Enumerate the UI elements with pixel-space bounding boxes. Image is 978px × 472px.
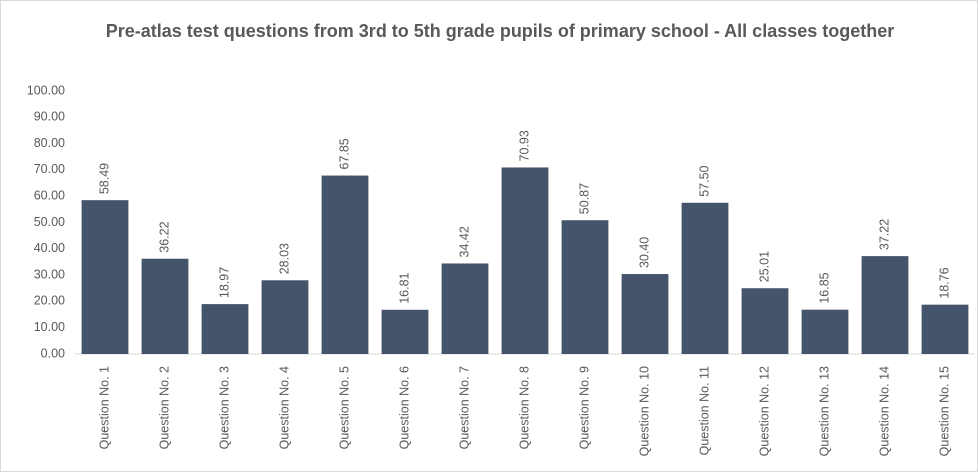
chart-title: Pre-atlas test questions from 3rd to 5th… bbox=[105, 21, 895, 41]
bar bbox=[921, 304, 969, 354]
y-tick-label: 30.00 bbox=[34, 267, 65, 281]
y-tick-label: 0.00 bbox=[41, 346, 65, 360]
x-tick-label: Question No. 14 bbox=[877, 366, 891, 456]
bar bbox=[741, 288, 789, 354]
y-tick-label: 50.00 bbox=[34, 215, 65, 229]
bar bbox=[501, 167, 549, 354]
data-label: 36.22 bbox=[157, 221, 171, 252]
bar bbox=[81, 200, 129, 354]
x-tick-label: Question No. 6 bbox=[397, 366, 411, 449]
data-label: 16.85 bbox=[817, 272, 831, 303]
bar bbox=[141, 258, 189, 354]
x-tick-label: Question No. 15 bbox=[937, 366, 951, 456]
y-tick-label: 70.00 bbox=[34, 162, 65, 176]
data-label: 18.97 bbox=[217, 267, 231, 298]
x-tick-label: Question No. 13 bbox=[817, 366, 831, 456]
data-label: 16.81 bbox=[397, 272, 411, 303]
x-tick-label: Question No. 4 bbox=[277, 366, 291, 449]
x-tick-label: Question No. 3 bbox=[217, 366, 231, 449]
bar bbox=[561, 220, 609, 354]
x-tick-label: Question No. 11 bbox=[697, 366, 711, 455]
y-tick-label: 40.00 bbox=[34, 241, 65, 255]
y-tick-label: 10.00 bbox=[34, 320, 65, 334]
x-tick-label: Question No. 5 bbox=[337, 366, 351, 449]
data-label: 25.01 bbox=[757, 251, 771, 282]
bar bbox=[681, 202, 729, 354]
data-label: 37.22 bbox=[877, 219, 891, 250]
x-tick-label: Question No. 8 bbox=[517, 366, 531, 449]
y-tick-label: 80.00 bbox=[34, 136, 65, 150]
x-tick-label: Question No. 12 bbox=[757, 366, 771, 456]
bar bbox=[201, 304, 249, 354]
y-tick-label: 20.00 bbox=[34, 294, 65, 308]
bar bbox=[261, 280, 309, 354]
data-label: 58.49 bbox=[97, 163, 111, 194]
bar bbox=[441, 263, 489, 354]
bar bbox=[621, 274, 669, 354]
x-tick-label: Question No. 1 bbox=[97, 366, 111, 449]
bar bbox=[321, 175, 369, 354]
x-tick-label: Question No. 9 bbox=[577, 366, 591, 449]
data-label: 57.50 bbox=[697, 165, 711, 196]
data-label: 70.93 bbox=[517, 130, 531, 161]
data-label: 30.40 bbox=[637, 237, 651, 268]
data-label: 18.76 bbox=[937, 267, 951, 298]
data-label: 34.42 bbox=[457, 226, 471, 257]
y-tick-label: 60.00 bbox=[34, 188, 65, 202]
data-label: 28.03 bbox=[277, 243, 291, 274]
x-tick-label: Question No. 7 bbox=[457, 366, 471, 449]
x-tick-label: Question No. 2 bbox=[157, 366, 171, 449]
bar bbox=[381, 309, 429, 354]
data-label: 50.87 bbox=[577, 183, 591, 214]
bar bbox=[861, 256, 909, 354]
x-tick-label: Question No. 10 bbox=[637, 366, 651, 456]
bar bbox=[801, 309, 849, 354]
y-tick-label: 90.00 bbox=[34, 110, 65, 124]
data-label: 67.85 bbox=[337, 138, 351, 169]
y-tick-label: 100.00 bbox=[27, 83, 65, 97]
